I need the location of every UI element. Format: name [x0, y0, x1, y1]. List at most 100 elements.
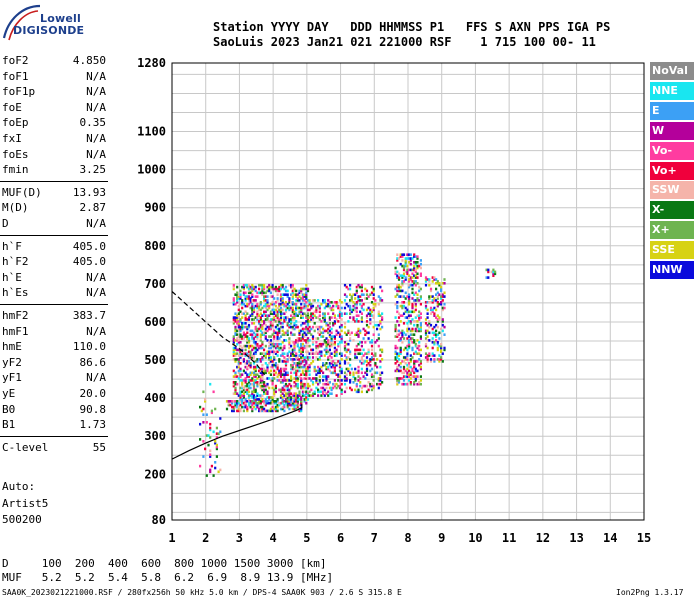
echo-point — [352, 301, 355, 304]
echo-point — [318, 358, 321, 361]
echo-point — [349, 316, 352, 319]
echo-point — [249, 371, 252, 375]
echo-point — [212, 390, 215, 394]
echo-point — [416, 352, 419, 355]
echo-point — [413, 352, 416, 355]
echo-point — [283, 356, 286, 359]
echo-point — [381, 348, 384, 352]
echo-point — [406, 371, 409, 375]
echo-point — [303, 384, 306, 388]
echo-point — [355, 348, 358, 352]
echo-point — [276, 312, 279, 315]
echo-point — [258, 375, 261, 378]
echo-point — [291, 350, 294, 354]
echo-point — [249, 405, 252, 409]
echo-point — [399, 365, 402, 369]
echo-point — [279, 394, 283, 397]
echo-point — [237, 297, 240, 300]
echo-point — [252, 346, 256, 350]
echo-point — [408, 310, 411, 314]
echo-point — [305, 367, 308, 371]
echo-point — [397, 257, 401, 260]
echo-point — [349, 339, 352, 342]
echo-point — [256, 403, 259, 407]
echo-point — [359, 352, 362, 355]
echo-point — [244, 314, 247, 317]
echo-point — [295, 363, 298, 367]
echo-point — [251, 329, 254, 333]
echo-point — [355, 301, 358, 304]
echo-point — [418, 344, 421, 348]
echo-point — [251, 409, 254, 413]
echo-point — [276, 367, 279, 371]
echo-point — [242, 379, 245, 382]
echo-point — [311, 381, 315, 384]
echo-point — [274, 342, 277, 346]
echo-point — [413, 375, 416, 378]
echo-point — [264, 331, 267, 335]
echo-point — [263, 409, 266, 413]
x-tick-label: 5 — [303, 531, 310, 545]
echo-point — [419, 259, 422, 262]
echo-point — [273, 316, 276, 319]
echo-point — [355, 344, 358, 348]
echo-point — [399, 348, 402, 352]
echo-point — [408, 316, 411, 319]
echo-point — [269, 373, 272, 376]
echo-point — [399, 274, 402, 277]
echo-point — [406, 272, 409, 276]
echo-point — [367, 337, 370, 340]
echo-point — [298, 295, 301, 298]
echo-point — [273, 297, 276, 300]
echo-point — [332, 360, 335, 363]
echo-point — [239, 369, 242, 373]
echo-point — [406, 268, 409, 272]
echo-point — [414, 280, 417, 283]
x-tick-label: 1 — [168, 531, 175, 545]
echo-point — [293, 322, 296, 325]
echo-point — [244, 400, 247, 403]
echo-point — [429, 295, 433, 298]
echo-point — [239, 352, 242, 355]
echo-point — [239, 333, 242, 336]
echo-point — [315, 381, 318, 384]
echo-point — [357, 365, 360, 369]
echo-point — [409, 381, 412, 384]
echo-point — [247, 379, 251, 382]
echo-point — [328, 306, 331, 310]
echo-point — [295, 293, 298, 296]
echo-point — [249, 382, 252, 386]
echo-point — [360, 367, 363, 371]
echo-point — [274, 308, 277, 312]
echo-point — [298, 375, 301, 378]
echo-point — [242, 285, 245, 289]
echo-point — [241, 401, 244, 405]
echo-point — [293, 312, 296, 315]
echo-point — [413, 293, 416, 296]
echo-point — [303, 394, 306, 397]
echo-point — [443, 348, 446, 352]
echo-point — [273, 344, 276, 348]
echo-point — [305, 369, 308, 373]
echo-point — [426, 301, 429, 304]
echo-point — [414, 302, 417, 306]
echo-point — [322, 375, 325, 378]
echo-point — [335, 302, 338, 306]
echo-point — [276, 354, 279, 357]
echo-point — [409, 320, 412, 323]
echo-point — [264, 400, 267, 403]
echo-point — [376, 371, 379, 375]
echo-point — [300, 314, 303, 317]
echo-point — [256, 384, 259, 388]
echo-point — [354, 356, 357, 359]
echo-point — [347, 369, 350, 373]
echo-point — [369, 382, 372, 386]
echo-point — [237, 348, 240, 352]
echo-point — [317, 316, 320, 319]
echo-point — [305, 373, 308, 376]
echo-point — [236, 318, 239, 321]
echo-point — [370, 384, 374, 388]
echo-point — [247, 302, 251, 306]
echo-point — [325, 362, 328, 365]
echo-point — [335, 386, 338, 390]
